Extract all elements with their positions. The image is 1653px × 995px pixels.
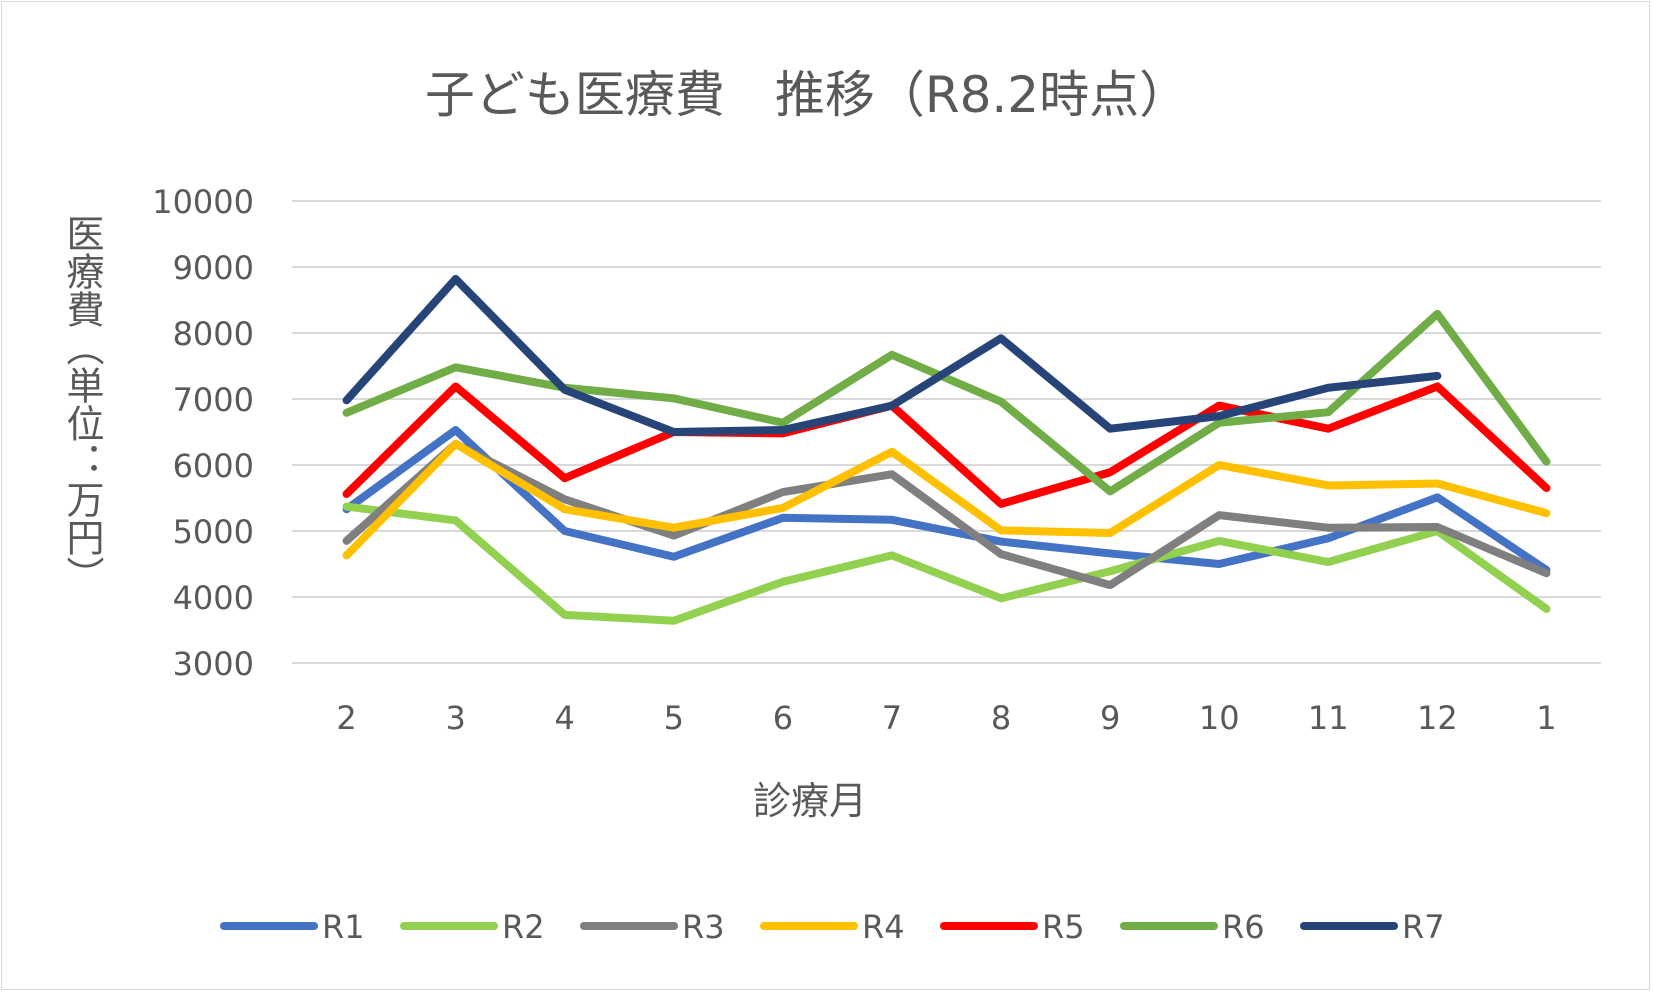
y-tick-label: 3000 [173, 645, 254, 683]
x-tick-label: 4 [555, 699, 575, 737]
x-tick-label: 6 [773, 699, 793, 737]
legend-label: R6 [1222, 908, 1265, 946]
y-tick-label: 7000 [173, 381, 254, 419]
legend-item-R4: R4 [764, 908, 905, 946]
legend-item-R6: R6 [1124, 908, 1265, 946]
legend-label: R7 [1402, 908, 1445, 946]
y-tick-label: 6000 [173, 447, 254, 485]
x-axis-title: 診療月 [753, 779, 867, 823]
x-tick-label: 2 [336, 699, 356, 737]
legend-label: R3 [682, 908, 725, 946]
x-tick-label: 11 [1308, 699, 1349, 737]
x-tick-label: 7 [882, 699, 902, 737]
legend-item-R7: R7 [1304, 908, 1445, 946]
legend-item-R1: R1 [224, 908, 365, 946]
legend-item-R3: R3 [584, 908, 725, 946]
chart-title: 子ども医療費 推移（R8.2時点） [425, 66, 1189, 124]
x-tick-label: 9 [1100, 699, 1120, 737]
y-tick-label: 8000 [173, 315, 254, 353]
x-tick-label: 8 [991, 699, 1011, 737]
legend-item-R5: R5 [944, 908, 1085, 946]
x-tick-label: 1 [1536, 699, 1556, 737]
legend-label: R2 [502, 908, 545, 946]
y-axis-title: 医療費（単位：万円） [60, 214, 104, 594]
x-tick-label: 10 [1199, 699, 1240, 737]
y-tick-label: 5000 [173, 513, 254, 551]
y-tick-label: 10000 [152, 183, 254, 221]
legend-item-R2: R2 [404, 908, 545, 946]
x-tick-label: 3 [445, 699, 465, 737]
x-tick-label: 12 [1417, 699, 1458, 737]
y-tick-label: 9000 [173, 249, 254, 287]
legend-label: R4 [862, 908, 905, 946]
legend-label: R1 [322, 908, 365, 946]
x-tick-label: 5 [664, 699, 684, 737]
legend-label: R5 [1042, 908, 1085, 946]
y-tick-label: 4000 [173, 579, 254, 617]
